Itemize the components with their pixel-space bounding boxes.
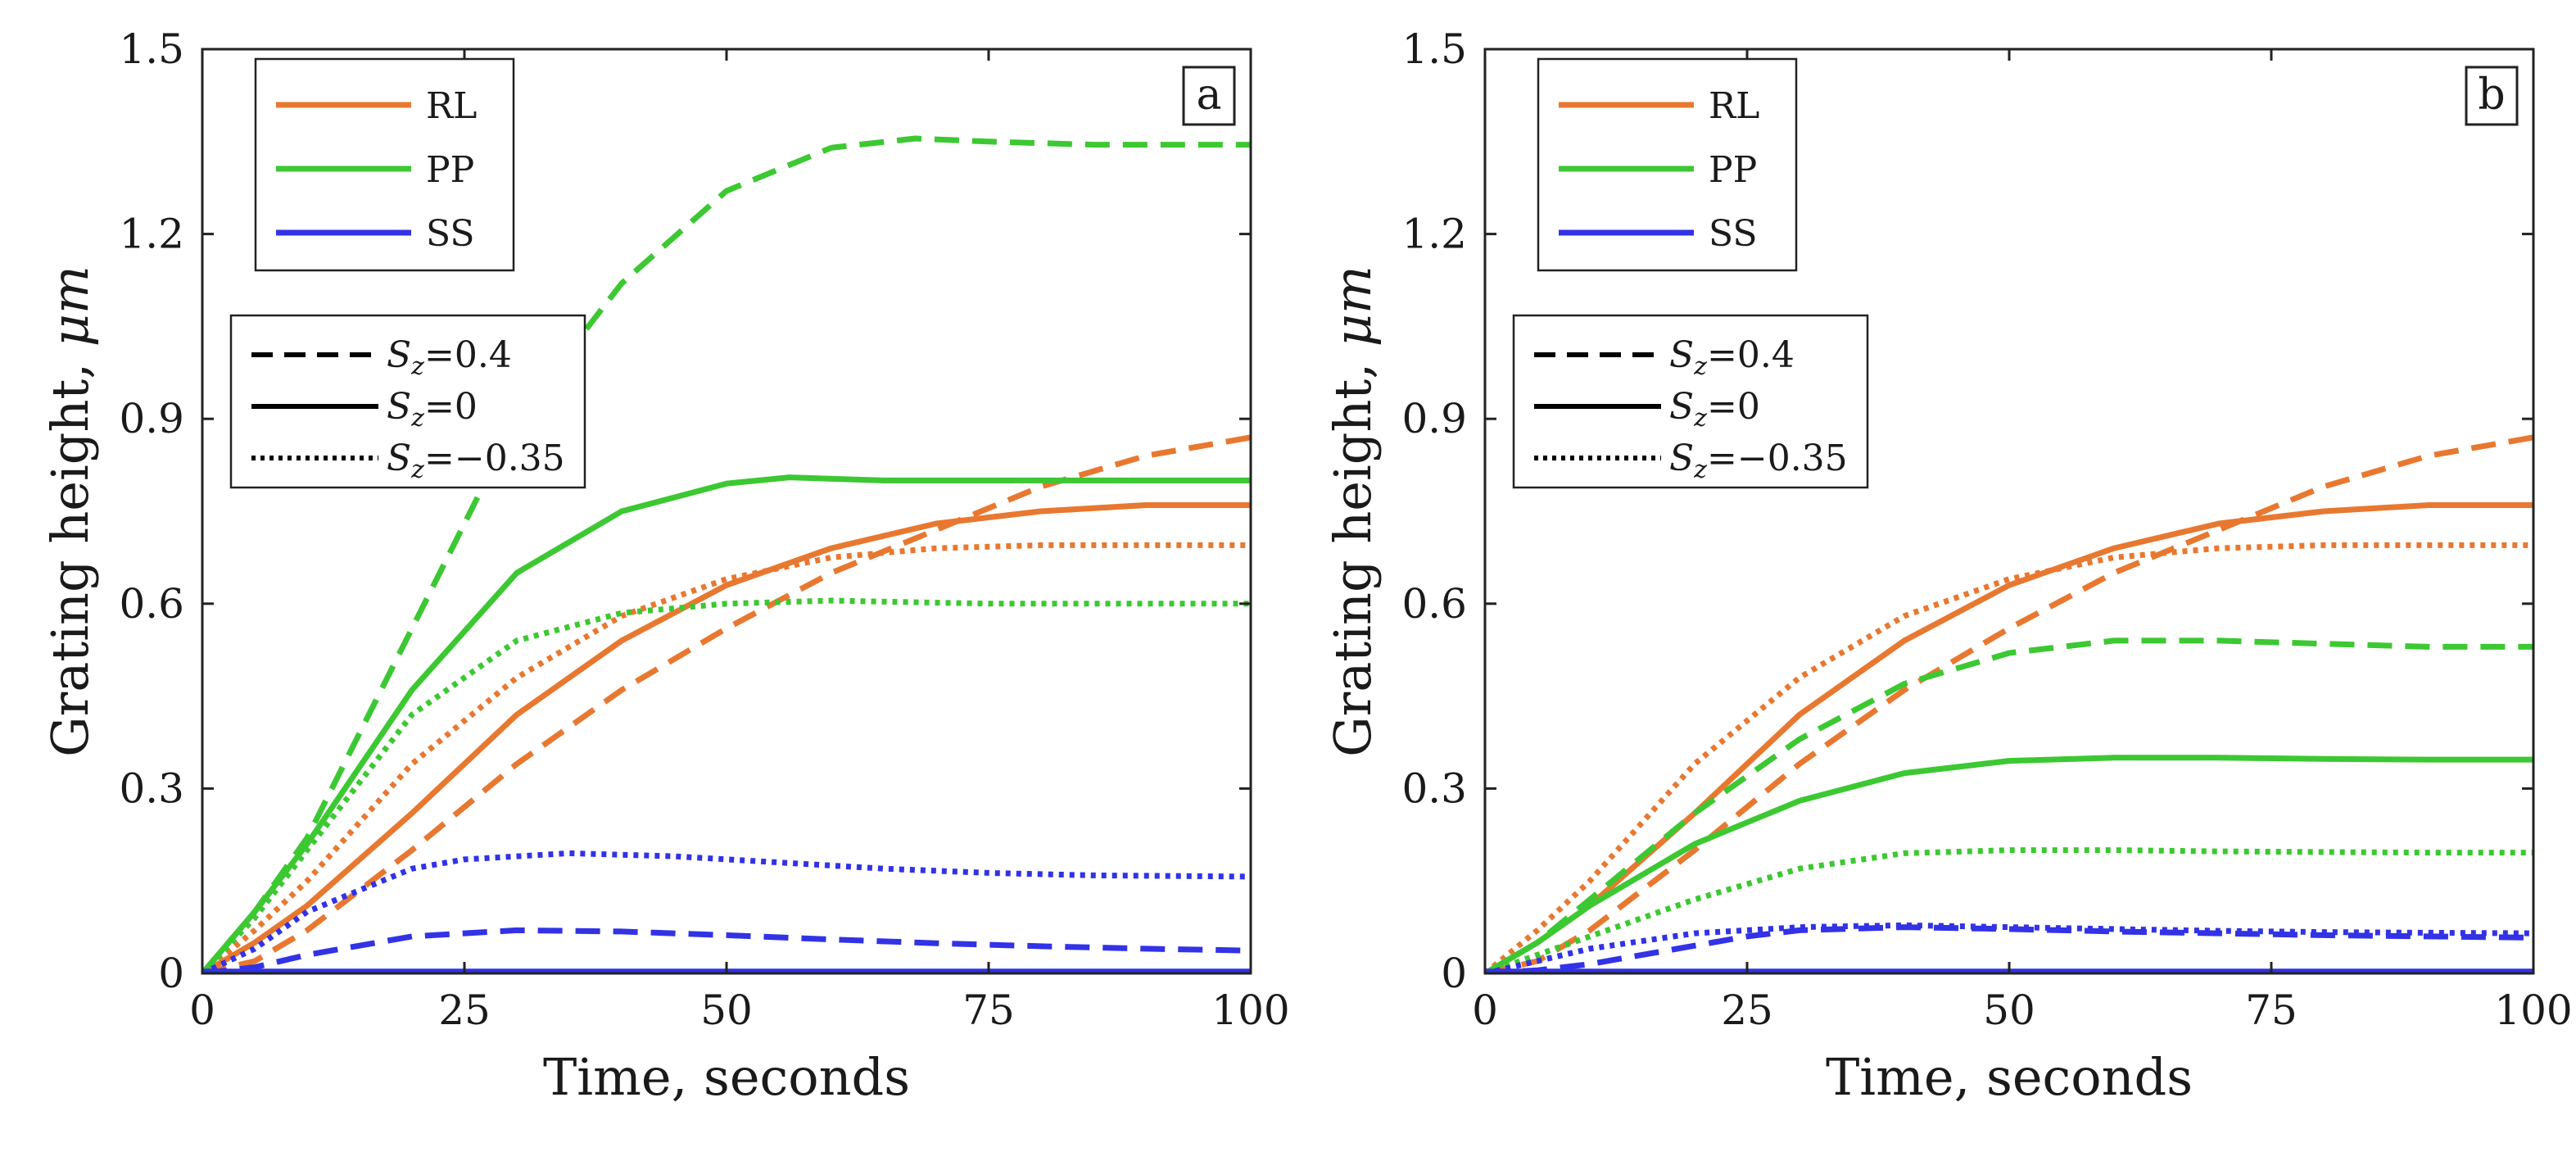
series-line-rl-dotted <box>1485 542 2533 973</box>
series-line-rl-dashed <box>1485 434 2533 973</box>
legend-var: S <box>1669 438 1694 479</box>
x-tick-label: 100 <box>2494 986 2572 1034</box>
legend-value: =0.4 <box>1707 334 1795 376</box>
x-axis-label: Time, seconds <box>1826 1047 2193 1107</box>
legend-style-label: Sz=0.4 <box>1669 334 1795 381</box>
y-tick-label: 1.5 <box>1401 25 1467 73</box>
x-tick-label: 25 <box>438 986 491 1034</box>
x-tick-label: 50 <box>700 986 753 1034</box>
x-tick-label: 50 <box>1983 986 2035 1034</box>
x-tick-label: 100 <box>1211 986 1289 1034</box>
legend-color: RL PP SS <box>254 57 515 272</box>
x-tick-label: 0 <box>189 986 215 1034</box>
x-tick-label: 75 <box>962 986 1015 1034</box>
panel-tag: a <box>1182 66 1236 126</box>
y-tick-label: 1.2 <box>1401 211 1467 258</box>
panel-tag-box <box>2465 66 2519 126</box>
panel-tag-label: a <box>1196 70 1221 120</box>
series-line-pp-solid <box>1485 755 2533 973</box>
x-axis-label: Time, seconds <box>543 1047 910 1107</box>
legend-style: Sz=0.4Sz=0Sz=−0.35 <box>1512 314 1869 489</box>
chart-panel-a: 0 25 50 75 100 0 0.3 0.6 0.9 1.2 1.5 Time, seconds G… <box>40 25 1290 1107</box>
series-line-ss-dashed <box>1485 924 2533 973</box>
y-axis-label-unit: μm <box>40 265 100 347</box>
legend-sub: z <box>1693 456 1707 484</box>
legend-style: Sz=0.4Sz=0Sz=−0.35 <box>229 314 586 489</box>
legend-style-label: Sz=0 <box>1669 386 1760 433</box>
legend-label-pp: PP <box>426 149 474 191</box>
panel-tag-label: b <box>2478 70 2505 120</box>
y-tick-label: 0 <box>1441 950 1467 997</box>
series-line-rl-dotted <box>202 542 1251 973</box>
series-line-ss-dotted <box>202 850 1251 973</box>
x-tick-label: 75 <box>2245 986 2298 1034</box>
series-line-pp-solid <box>202 474 1251 973</box>
series-line-pp-dotted <box>202 597 1251 973</box>
legend-label-rl: RL <box>426 85 477 127</box>
y-axis-label-text: Grating height, <box>1323 347 1383 757</box>
y-tick-label: 0.3 <box>1401 764 1467 812</box>
legend-var: S <box>387 438 411 479</box>
series-line-pp-dashed <box>1485 637 2533 973</box>
y-tick-label: 1.5 <box>119 25 184 73</box>
y-axis-label: Grating height, μm <box>1323 265 1383 757</box>
series-group <box>202 135 1251 973</box>
legend-color: RL PP SS <box>1537 57 1798 272</box>
legend-sub: z <box>1693 352 1707 381</box>
series-line-pp-dashed <box>202 135 1251 973</box>
legend-label-rl: RL <box>1709 85 1759 127</box>
y-tick-label: 0.3 <box>119 764 184 812</box>
x-tick-label: 25 <box>1721 986 1773 1034</box>
legend-sub: z <box>410 456 424 484</box>
panel-tag-box <box>1182 66 1236 126</box>
legend-style-label: Sz=0 <box>387 386 478 433</box>
y-tick-label: 0.6 <box>1401 580 1467 628</box>
legend-var: S <box>387 386 411 428</box>
legend-style-label: Sz=−0.35 <box>1669 438 1848 484</box>
y-axis-label-text: Grating height, <box>40 347 100 757</box>
legend-var: S <box>1669 386 1694 428</box>
y-axis-label: Grating height, μm <box>40 265 100 757</box>
y-axis-label-unit: μm <box>1323 265 1383 347</box>
legend-value: =0 <box>1707 386 1760 428</box>
chart-panel-b: 0 25 50 75 100 0 0.3 0.6 0.9 1.2 1.5 Time, seconds G… <box>1323 25 2573 1107</box>
y-tick-label: 0.9 <box>119 395 184 442</box>
legend-label-ss: SS <box>1709 213 1758 255</box>
legend-style-label: Sz=0.4 <box>387 334 512 381</box>
legend-label-pp: PP <box>1709 149 1757 191</box>
legend-var: S <box>387 334 411 376</box>
legend-style-label: Sz=−0.35 <box>387 438 565 484</box>
series-line-ss-dashed <box>202 927 1251 973</box>
legend-label-ss: SS <box>426 213 475 255</box>
legend-value: =0 <box>424 386 478 428</box>
legend-value: =−0.35 <box>1707 438 1848 479</box>
y-tick-label: 1.2 <box>119 211 184 258</box>
panel-tag: b <box>2465 66 2519 126</box>
y-tick-label: 0.6 <box>119 580 184 628</box>
y-tick-label: 0 <box>158 950 184 997</box>
x-tick-label: 0 <box>1472 986 1498 1034</box>
y-tick-label: 0.9 <box>1401 395 1467 442</box>
series-line-pp-dotted <box>1485 847 2533 973</box>
series-line-ss-dotted <box>1485 922 2533 973</box>
legend-sub: z <box>410 404 424 433</box>
legend-sub: z <box>1693 404 1707 433</box>
legend-value: =0.4 <box>424 334 512 376</box>
series-line-rl-solid <box>202 502 1251 973</box>
legend-value: =−0.35 <box>424 438 565 479</box>
legend-sub: z <box>410 352 424 381</box>
legend-var: S <box>1669 334 1694 376</box>
